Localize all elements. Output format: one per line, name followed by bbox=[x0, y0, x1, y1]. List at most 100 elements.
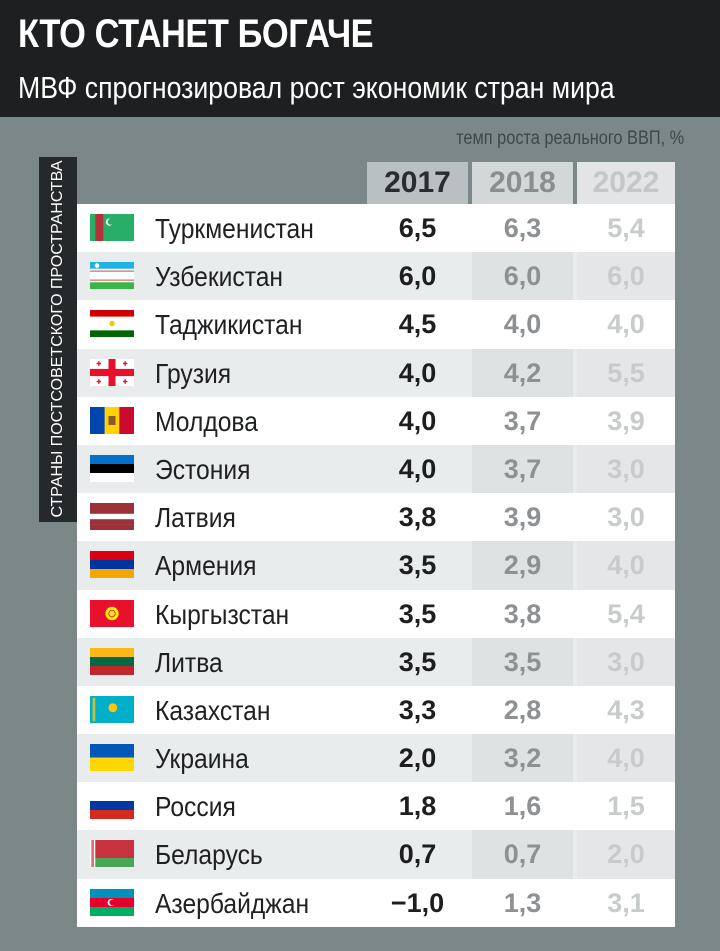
value-cell-2022: 3,0 bbox=[577, 637, 675, 686]
country-name: Таджикистан bbox=[155, 309, 303, 341]
table-row: Латвия 3,8 3,9 3,0 bbox=[77, 493, 675, 542]
value-cell-2018: 4,2 bbox=[472, 348, 573, 397]
unit-note: темп роста реального ВВП, % bbox=[455, 128, 684, 149]
value-cell-2022: 6,0 bbox=[577, 252, 675, 301]
table-row: Узбекистан 6,0 6,0 6,0 bbox=[77, 252, 675, 301]
value-cell-2018: 3,9 bbox=[503, 502, 542, 533]
belarus-flag-icon bbox=[90, 840, 134, 868]
table-row: Грузия 4,0 4,2 5,5 bbox=[77, 348, 675, 397]
table-body: Туркменистан 6,5 6,3 5,4 Узбекистан 6,0 6,0 6,0… bbox=[77, 204, 675, 927]
value-cell-2017: 3,5 bbox=[398, 646, 437, 677]
country-name: Азербайджан bbox=[155, 887, 310, 919]
value-cell-2017: 0,7 bbox=[398, 839, 437, 870]
ukraine-flag-icon bbox=[90, 744, 134, 772]
country-name: Украина bbox=[155, 743, 249, 775]
table-row: Литва 3,5 3,5 3,0 bbox=[77, 637, 675, 686]
country-name: Эстония bbox=[155, 453, 251, 485]
value-cell-2022: 4,0 bbox=[607, 309, 645, 340]
azerbaijan-flag-icon bbox=[90, 888, 134, 916]
value-cell-2017: 1,8 bbox=[398, 791, 437, 822]
value-cell-2017: 3,5 bbox=[398, 598, 437, 629]
value-cell-2018: 3,7 bbox=[472, 444, 573, 494]
value-cell-2017: 3,3 bbox=[398, 694, 437, 725]
value-cell-2022: 5,5 bbox=[577, 348, 675, 397]
table-row: Россия 1,8 1,6 1,5 bbox=[77, 782, 675, 831]
value-cell-2022: 4,3 bbox=[607, 694, 645, 725]
country-name: Россия bbox=[155, 791, 236, 823]
turkmenistan-flag-icon bbox=[90, 214, 134, 241]
column-header-2022: 2022 bbox=[577, 162, 675, 204]
russia-flag-icon bbox=[90, 792, 134, 820]
value-cell-2022: 3,1 bbox=[607, 887, 645, 918]
value-cell-2022: 3,0 bbox=[607, 502, 645, 533]
country-name: Беларусь bbox=[155, 839, 263, 871]
value-cell-2018: 1,3 bbox=[503, 887, 542, 918]
country-name: Молдова bbox=[155, 405, 258, 437]
growth-table: 2017 2018 2022 Туркменистан 6,5 6,3 5,4 Узбе… bbox=[77, 162, 675, 927]
value-cell-2022: 3,0 bbox=[577, 444, 675, 494]
value-cell-2017: 3,5 bbox=[398, 550, 437, 581]
value-cell-2018: 2,9 bbox=[472, 541, 573, 590]
value-cell-2022: 1,5 bbox=[607, 791, 645, 822]
page-subtitle: МВФ спрогнозировал рост экономик стран м… bbox=[18, 70, 615, 105]
value-cell-2017: 2,0 bbox=[398, 743, 437, 774]
country-name: Латвия bbox=[155, 502, 236, 534]
table-row: Казахстан 3,3 2,8 4,3 bbox=[77, 685, 675, 735]
value-cell-2018: 6,3 bbox=[503, 213, 542, 243]
column-header-2018: 2018 bbox=[472, 162, 573, 204]
value-cell-2017: −1,0 bbox=[390, 887, 445, 918]
table-row: Эстония 4,0 3,7 3,0 bbox=[77, 444, 675, 494]
value-cell-2018: 3,8 bbox=[503, 598, 542, 629]
value-cell-2017: 4,0 bbox=[398, 453, 437, 484]
table-row: Молдова 4,0 3,7 3,9 bbox=[77, 396, 675, 445]
country-name: Туркменистан bbox=[155, 213, 314, 244]
value-cell-2022: 3,9 bbox=[607, 405, 645, 436]
uzbekistan-flag-icon bbox=[90, 262, 134, 290]
table-row: Кыргызстан 3,5 3,8 5,4 bbox=[77, 589, 675, 638]
estonia-flag-icon bbox=[90, 454, 134, 482]
table-row: Украина 2,0 3,2 4,0 bbox=[77, 734, 675, 783]
country-name: Грузия bbox=[155, 357, 232, 389]
kazakhstan-flag-icon bbox=[90, 695, 134, 723]
value-cell-2017: 6,0 bbox=[398, 261, 437, 292]
country-name: Кыргызстан bbox=[155, 598, 290, 630]
table-row: Таджикистан 4,5 4,0 4,0 bbox=[77, 300, 675, 349]
country-name: Узбекистан bbox=[155, 261, 284, 293]
country-name: Армения bbox=[155, 550, 257, 582]
value-cell-2018: 2,8 bbox=[503, 694, 542, 725]
value-cell-2017: 4,5 bbox=[398, 309, 437, 340]
value-cell-2018: 6,0 bbox=[472, 252, 573, 301]
value-cell-2017: 3,8 bbox=[398, 502, 437, 533]
kyrgyzstan-flag-icon bbox=[90, 599, 134, 627]
tajikistan-flag-icon bbox=[90, 310, 134, 338]
header-banner: КТО СТАНЕТ БОГАЧЕ МВФ спрогнозировал рос… bbox=[0, 0, 720, 117]
value-cell-2017: 4,0 bbox=[398, 357, 437, 388]
value-cell-2018: 1,6 bbox=[503, 791, 542, 822]
value-cell-2018: 3,5 bbox=[472, 637, 573, 686]
value-cell-2022: 5,4 bbox=[607, 213, 645, 243]
value-cell-2018: 0,7 bbox=[472, 830, 573, 879]
value-cell-2022: 4,0 bbox=[577, 541, 675, 590]
side-label-text: СТРАНЫ ПОСТСОВЕТСКОГО ПРОСТРАНСТВА bbox=[49, 160, 66, 518]
country-name: Литва bbox=[155, 646, 223, 678]
georgia-flag-icon bbox=[90, 358, 134, 386]
value-cell-2022: 4,0 bbox=[577, 734, 675, 783]
table-row: Беларусь 0,7 0,7 2,0 bbox=[77, 830, 675, 879]
column-header-2017: 2017 bbox=[367, 162, 468, 204]
value-cell-2017: 6,5 bbox=[398, 213, 437, 243]
value-cell-2018: 3,2 bbox=[472, 734, 573, 783]
page-title: КТО СТАНЕТ БОГАЧЕ bbox=[18, 12, 374, 56]
latvia-flag-icon bbox=[90, 503, 134, 531]
table-row: Азербайджан −1,0 1,3 3,1 bbox=[77, 878, 675, 927]
value-cell-2022: 5,4 bbox=[607, 598, 645, 629]
value-cell-2022: 2,0 bbox=[577, 830, 675, 879]
moldova-flag-icon bbox=[90, 406, 134, 434]
side-label: СТРАНЫ ПОСТСОВЕТСКОГО ПРОСТРАНСТВА bbox=[39, 157, 77, 522]
table-row: Армения 3,5 2,9 4,0 bbox=[77, 541, 675, 590]
value-cell-2018: 3,7 bbox=[503, 405, 542, 436]
value-cell-2018: 4,0 bbox=[503, 309, 542, 340]
country-name: Казахстан bbox=[155, 694, 271, 726]
value-cell-2017: 4,0 bbox=[398, 405, 437, 436]
armenia-flag-icon bbox=[90, 551, 134, 579]
lithuania-flag-icon bbox=[90, 647, 134, 675]
